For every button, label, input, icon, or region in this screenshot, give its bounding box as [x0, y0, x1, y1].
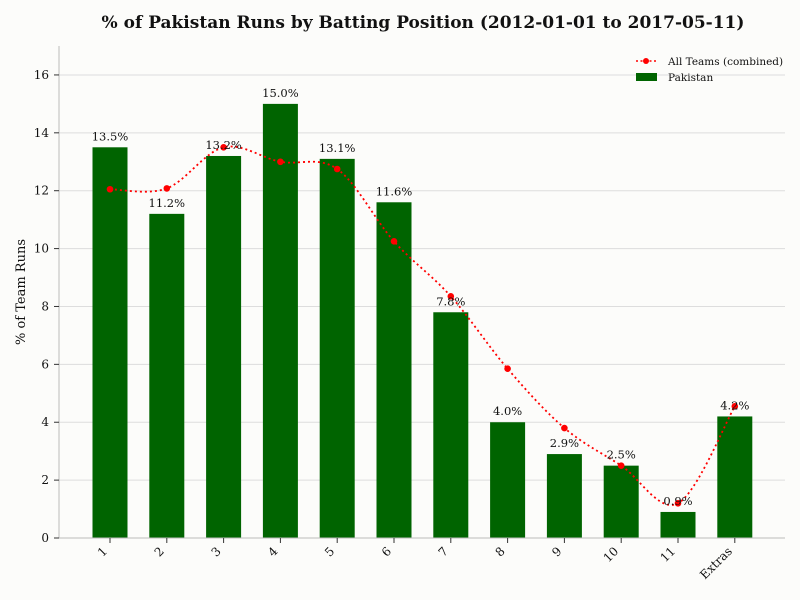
data-labels: 13.5% 11.2% 13.2% 15.0% 13.1% 11.6% 7.8% 4.0% 2.…: [92, 86, 750, 508]
line-point: [504, 365, 511, 372]
chart-title: % of Pakistan Runs by Batting Position (…: [102, 13, 745, 33]
y-axis-label: % of Team Runs: [14, 239, 29, 345]
line-point: [447, 293, 455, 300]
x-tick-label: 2: [152, 544, 167, 559]
x-tick-label: 3: [208, 544, 223, 559]
line-series: [106, 143, 739, 507]
legend-label-all-teams: All Teams (combined): [667, 56, 783, 68]
axes: [58, 46, 785, 539]
y-tick-label: 4: [41, 415, 49, 429]
x-tick-label: 8: [492, 544, 507, 559]
bar: [319, 158, 355, 538]
y-axis-ticks: 0 2 4 6 8 10 12 14 16: [34, 68, 59, 545]
x-tick-label: Extras: [697, 544, 735, 582]
x-tick-label: 11: [657, 544, 678, 565]
line-point: [390, 238, 398, 245]
bar: [660, 511, 696, 538]
bar-value-label: 0.9%: [663, 494, 692, 508]
bar-value-label: 15.0%: [262, 86, 299, 100]
bar-series: [92, 103, 753, 538]
y-tick-label: 14: [34, 126, 50, 140]
line-point: [220, 143, 227, 151]
line-point: [731, 403, 739, 410]
bar: [262, 103, 298, 538]
bar: [376, 202, 412, 538]
all-teams-line: [109, 145, 736, 506]
y-tick-label: 10: [34, 242, 49, 256]
x-tick-label: 5: [322, 544, 337, 559]
bar: [490, 422, 526, 538]
bar-value-label: 7.8%: [436, 294, 465, 308]
x-axis-ticks: 1 2 3 4 5 6 7 8 9 10 11 Extras: [95, 538, 736, 582]
line-point: [333, 165, 341, 173]
line-point: [617, 462, 625, 469]
bar-value-label: 2.9%: [550, 436, 579, 450]
bar: [546, 454, 582, 538]
bar: [92, 147, 128, 538]
bar: [206, 155, 242, 538]
y-tick-label: 0: [41, 531, 49, 545]
bar-value-label: 11.2%: [149, 196, 186, 210]
legend-bar-swatch: [636, 73, 657, 81]
x-tick-label: 4: [265, 544, 281, 560]
bar-value-label: 4.2%: [720, 398, 749, 412]
bar-value-label: 13.1%: [319, 141, 356, 155]
bar-value-label: 13.2%: [205, 138, 242, 152]
y-tick-label: 16: [34, 68, 49, 82]
bar: [603, 465, 639, 538]
bar-value-label: 4.0%: [493, 404, 522, 418]
bar-value-label: 11.6%: [376, 184, 413, 198]
bar: [433, 312, 469, 538]
y-tick-label: 2: [41, 473, 49, 487]
legend-label-pakistan: Pakistan: [668, 72, 713, 84]
y-tick-label: 12: [34, 184, 49, 198]
bar: [149, 213, 185, 538]
x-tick-label: 9: [549, 544, 564, 559]
x-tick-label: 7: [436, 544, 451, 559]
x-tick-label: 1: [95, 544, 110, 559]
y-tick-label: 8: [41, 299, 49, 313]
line-point: [277, 158, 284, 166]
bar-value-label: 2.5%: [607, 448, 636, 462]
legend-line-marker: [643, 58, 649, 64]
y-tick-label: 6: [41, 357, 49, 371]
line-point: [163, 185, 171, 192]
legend: All Teams (combined) Pakistan: [636, 56, 783, 84]
x-tick-label: 6: [379, 544, 394, 559]
line-point: [674, 499, 682, 507]
line-point: [106, 185, 114, 193]
bar-value-label: 13.5%: [92, 129, 129, 143]
x-tick-label: 10: [601, 544, 622, 565]
bar: [717, 416, 753, 538]
line-point: [561, 424, 568, 432]
